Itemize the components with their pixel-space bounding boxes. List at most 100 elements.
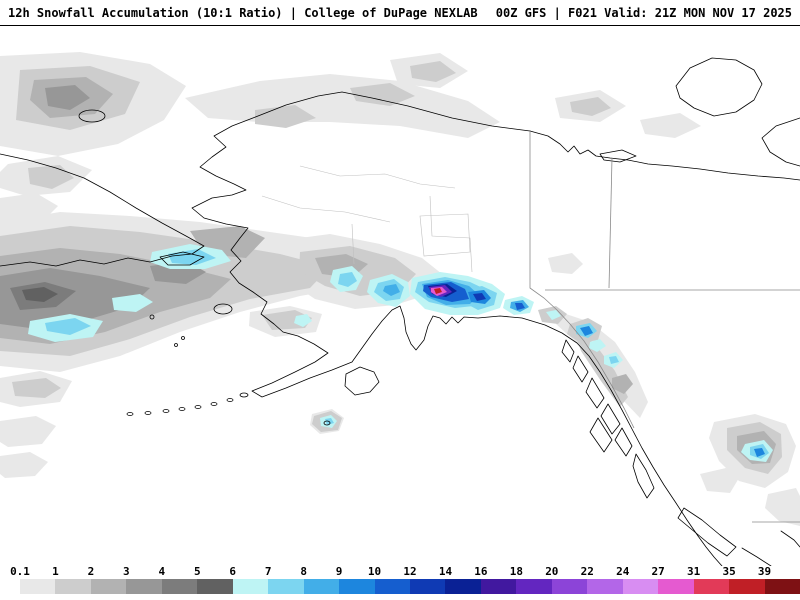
border-yukon-nwt bbox=[608, 157, 613, 289]
colorbar-tick-label: 0.1 bbox=[10, 565, 30, 578]
island-aleutian bbox=[178, 407, 186, 411]
contour-0p1 bbox=[640, 113, 701, 138]
colorbar-swatch bbox=[20, 579, 56, 594]
contour-0p1 bbox=[700, 468, 739, 493]
contour-0p1 bbox=[548, 253, 583, 274]
colorbar-labels: 0.1 1 2 3 4 5 6 7 8 9 10 12 14 16 18 20 22 24 27 31 35 39 bbox=[10, 565, 800, 579]
colorbar-tick-label: 6 bbox=[229, 565, 237, 578]
colorbar-tick-label: 14 bbox=[438, 565, 453, 578]
colorbar-tick-label: 10 bbox=[367, 565, 382, 578]
map-svg bbox=[0, 52, 800, 566]
colorbar-tick-label: 7 bbox=[264, 565, 272, 578]
coastline-bc-corner bbox=[780, 530, 800, 548]
colorbar-swatch bbox=[197, 579, 233, 594]
map-area bbox=[0, 26, 800, 566]
contour-7 bbox=[45, 318, 91, 335]
colorbar: 0.1 1 2 3 4 5 6 7 8 9 10 12 14 16 18 20 22 24 27 31 35 39 bbox=[0, 566, 800, 600]
colorbar-swatch bbox=[693, 579, 730, 594]
borough-line bbox=[429, 195, 473, 273]
island-banks bbox=[675, 57, 763, 117]
colorbar-tick-label: 8 bbox=[300, 565, 307, 578]
coastline-chukotka bbox=[0, 153, 205, 267]
colorbar-swatches bbox=[20, 579, 800, 594]
colorbar-tick-label: 18 bbox=[509, 565, 523, 578]
contour-3 bbox=[45, 85, 90, 110]
coastline-bc-corner bbox=[741, 547, 772, 566]
contour-0p1 bbox=[0, 452, 48, 478]
colorbar-swatch bbox=[268, 579, 304, 594]
colorbar-swatch bbox=[764, 579, 800, 594]
contour-9 bbox=[754, 448, 765, 457]
contour-0p1 bbox=[185, 74, 500, 138]
contour-3 bbox=[0, 268, 150, 328]
island-aleutian bbox=[194, 405, 202, 409]
island-southeast-ak bbox=[572, 355, 589, 383]
island-aleutian bbox=[144, 411, 152, 415]
island-aleutian bbox=[162, 409, 170, 413]
interior-boundaries bbox=[261, 165, 473, 273]
contour-0p1 bbox=[765, 488, 800, 526]
island-pribilof bbox=[174, 343, 178, 347]
product-title: 12h Snowfall Accumulation (10:1 Ratio) |… bbox=[8, 5, 478, 20]
contour-6 bbox=[589, 339, 606, 352]
colorbar-tick-label: 35 bbox=[722, 565, 736, 578]
political-borders bbox=[529, 131, 800, 523]
coastlines bbox=[0, 57, 800, 566]
colorbar-swatch bbox=[409, 579, 446, 594]
island-southeast-ak bbox=[561, 339, 575, 363]
colorbar-tick-label: 3 bbox=[123, 565, 130, 578]
island-arctic-sliver bbox=[599, 149, 637, 163]
island-southeast-ak bbox=[614, 427, 633, 457]
island-victoria-partial bbox=[761, 117, 800, 167]
contour-5 bbox=[22, 287, 58, 302]
colorbar-tick-label: 2 bbox=[87, 565, 95, 578]
border-alaska-yukon bbox=[529, 131, 635, 429]
colorbar-swatch bbox=[161, 579, 198, 594]
snow-shading bbox=[0, 52, 800, 526]
island-kodiak bbox=[344, 366, 380, 396]
colorbar-swatch bbox=[551, 579, 588, 594]
colorbar-tick-label: 22 bbox=[580, 565, 594, 578]
colorbar-swatch bbox=[480, 579, 517, 594]
colorbar-swatch bbox=[374, 579, 410, 594]
island-vancouver bbox=[677, 507, 737, 557]
colorbar-swatch bbox=[126, 579, 162, 594]
island-st-matthew bbox=[149, 314, 155, 320]
island-pribilof bbox=[181, 336, 185, 340]
colorbar-swatch bbox=[339, 579, 375, 594]
colorbar-tick-label: 16 bbox=[474, 565, 488, 578]
model-run-info: 00Z GFS | F021 Valid: 21Z MON NOV 17 202… bbox=[495, 5, 792, 20]
island-aleutian bbox=[210, 402, 218, 406]
coastline-arctic-canada bbox=[529, 130, 800, 181]
river-line bbox=[299, 165, 456, 189]
island-southeast-ak bbox=[600, 403, 621, 435]
colorbar-swatch bbox=[587, 579, 623, 594]
colorbar-tick-label: 9 bbox=[335, 565, 343, 578]
contour-10 bbox=[515, 303, 525, 310]
contour-31 bbox=[434, 288, 442, 294]
contour-6 bbox=[294, 314, 312, 327]
island-prince-of-wales bbox=[589, 417, 613, 453]
colorbar-swatch bbox=[729, 579, 765, 594]
colorbar-tick-label: 1 bbox=[52, 565, 59, 578]
contour-7 bbox=[609, 356, 619, 364]
colorbar-tick-label: 20 bbox=[545, 565, 559, 578]
contour-1 bbox=[12, 378, 61, 398]
island-haida-gwaii bbox=[632, 453, 655, 499]
contour-8 bbox=[383, 284, 400, 296]
contour-1 bbox=[410, 61, 456, 82]
colorbar-tick-label: 27 bbox=[651, 565, 665, 578]
island-wrangel bbox=[78, 109, 106, 123]
coastline-alaska-mainland bbox=[191, 91, 723, 566]
contour-1 bbox=[28, 165, 74, 189]
colorbar-tick-label: 5 bbox=[193, 565, 201, 578]
contour-1 bbox=[570, 97, 611, 116]
colorbar-swatch bbox=[90, 579, 127, 594]
contour-9 bbox=[580, 326, 593, 336]
colorbar-swatch bbox=[303, 579, 340, 594]
island-aleutian bbox=[126, 412, 134, 416]
colorbar-tick-label: 24 bbox=[616, 565, 630, 578]
colorbar-swatch bbox=[55, 579, 91, 594]
river-line bbox=[261, 195, 391, 223]
